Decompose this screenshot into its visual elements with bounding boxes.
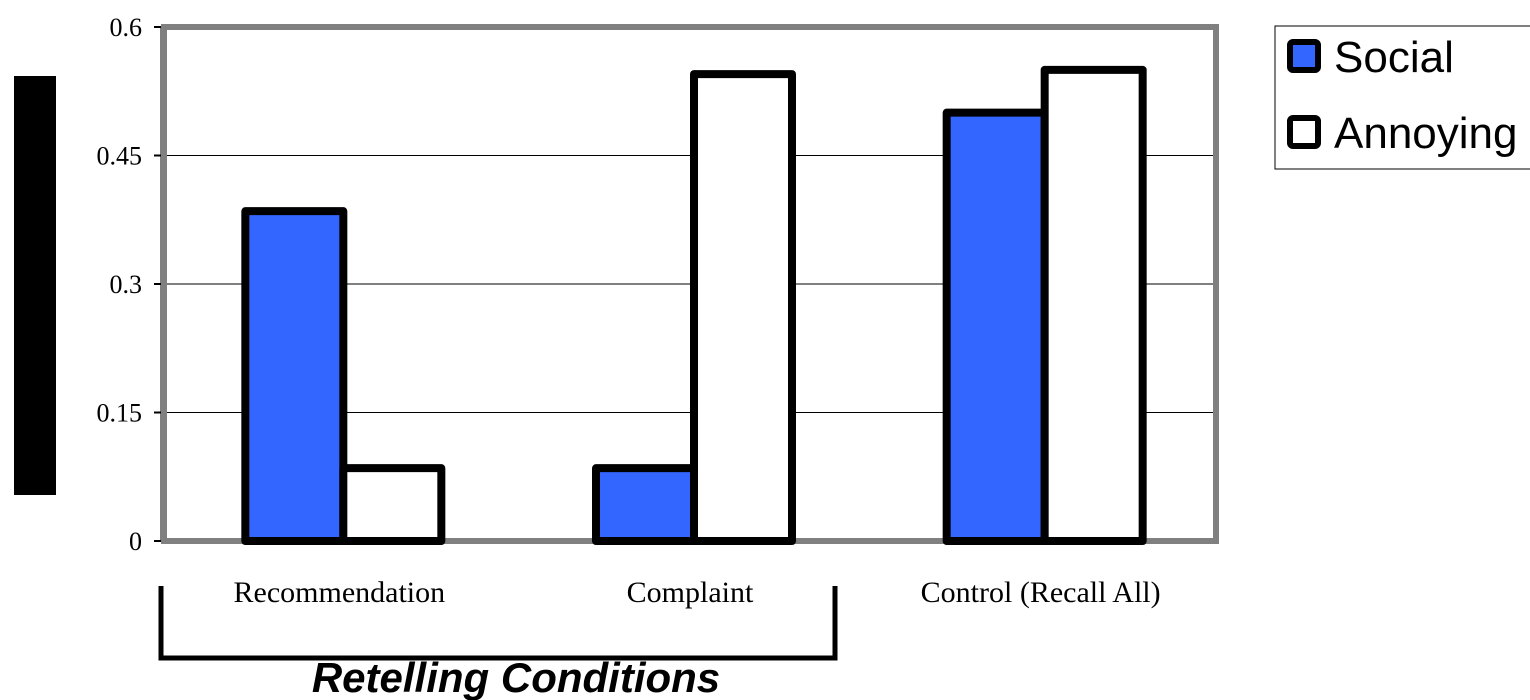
y-tick-label: 0.15 bbox=[97, 399, 143, 428]
bar-social-2 bbox=[942, 108, 1049, 546]
legend-label-social: Social bbox=[1334, 33, 1454, 82]
bar-social-1 bbox=[592, 464, 698, 545]
bar-annoying-0 bbox=[339, 464, 446, 545]
legend: Social Annoying bbox=[1274, 25, 1530, 170]
legend-label-annoying: Annoying bbox=[1334, 109, 1517, 158]
group-bracket bbox=[158, 586, 838, 661]
y-tick-label: 0.6 bbox=[110, 13, 143, 42]
y-tick-label: 0 bbox=[129, 527, 142, 556]
bar-social-0 bbox=[241, 207, 348, 546]
y-tick-label: 0.3 bbox=[110, 270, 143, 299]
category-labels: Recommendation Complaint Control (Recall A… bbox=[234, 576, 1161, 609]
legend-swatch-annoying bbox=[1287, 115, 1321, 149]
group-label: Retelling Conditions bbox=[312, 654, 720, 700]
bar-annoying-2 bbox=[1040, 65, 1147, 545]
legend-swatch-social bbox=[1287, 39, 1321, 73]
plot-area bbox=[160, 24, 1219, 546]
x-tick-label: Complaint bbox=[627, 576, 754, 609]
bar-annoying-1 bbox=[690, 70, 796, 545]
x-tick-label: Recommendation bbox=[234, 576, 446, 609]
y-tick-label: 0.45 bbox=[97, 142, 143, 171]
x-tick-label: Control (Recall All) bbox=[921, 576, 1161, 609]
y-axis-label-box bbox=[14, 76, 56, 495]
